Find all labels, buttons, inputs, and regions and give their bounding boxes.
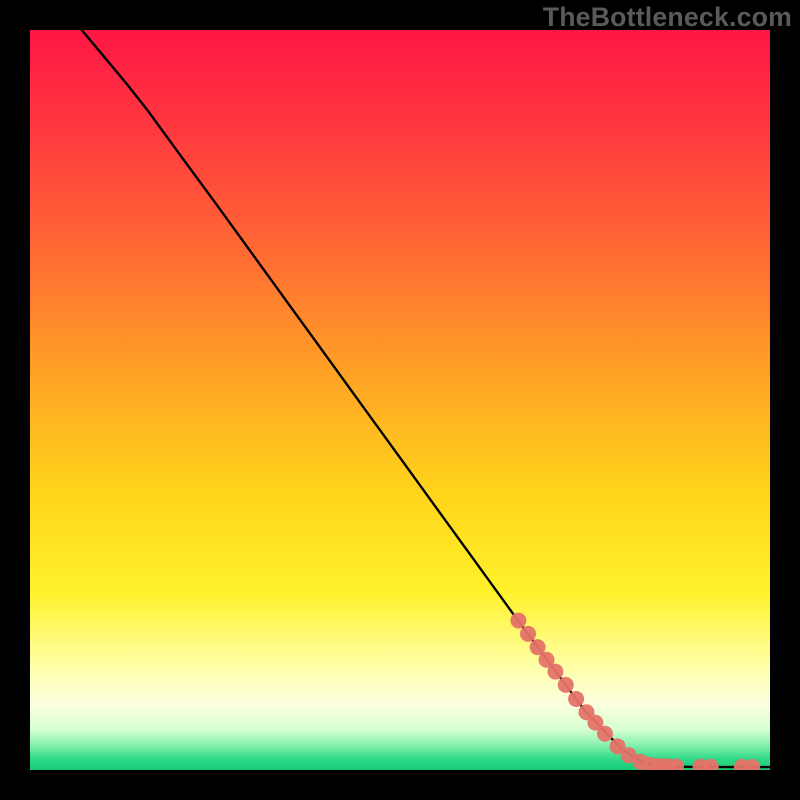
data-point-marker (597, 726, 613, 742)
data-point-marker (668, 758, 684, 774)
data-point-marker (558, 677, 574, 693)
data-point-marker (703, 759, 719, 775)
data-point-marker (510, 613, 526, 629)
watermark-text: TheBottleneck.com (543, 2, 792, 33)
bottleneck-chart (0, 0, 800, 800)
data-point-marker (520, 626, 536, 642)
chart-stage: TheBottleneck.com (0, 0, 800, 800)
data-point-marker (568, 691, 584, 707)
data-point-marker (547, 664, 563, 680)
plot-background (30, 30, 770, 770)
data-point-marker (744, 759, 760, 775)
